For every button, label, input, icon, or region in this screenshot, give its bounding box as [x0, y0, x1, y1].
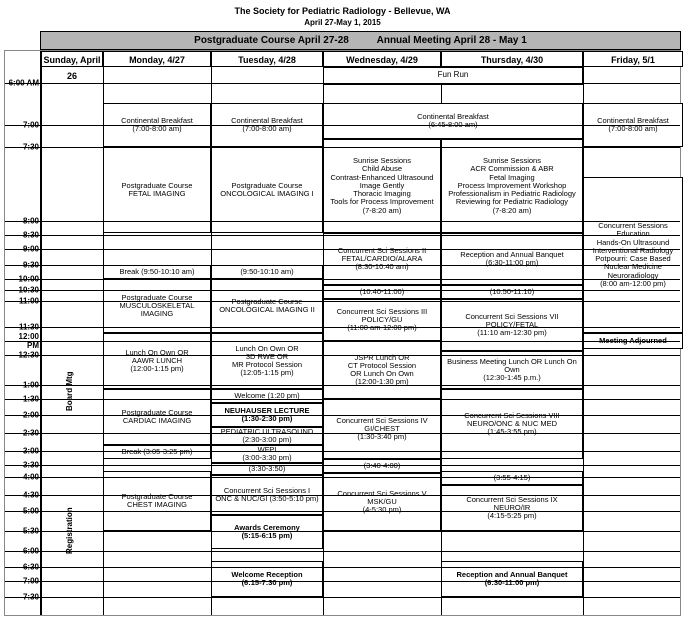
tue-pedus: PEDIATRIC ULTRASOUND(2:30-3:00 pm) [211, 427, 323, 445]
time-label: 5:00 [5, 507, 41, 516]
wed-1040: (10:40-11:00) [323, 285, 441, 299]
mon-chest: Postgraduate CourseCHEST IMAGING [103, 471, 211, 531]
time-label: 6:30 [5, 563, 41, 572]
wed-340: (3:40-4:00) [323, 459, 441, 473]
day-header-thu: Thursday, 4/30 [441, 51, 583, 67]
page-title: The Society for Pediatric Radiology - Be… [4, 4, 681, 18]
wed-jspr: JSPR Lunch ORCT Protocol SessionOR Lunch… [323, 341, 441, 399]
time-label: 7:00 [5, 577, 41, 586]
thu-sci9: Concurrent Sci Sessions IXNEURO/IR(4:15-… [441, 485, 583, 531]
time-label: 7:30 [5, 593, 41, 602]
time-label: 12:00 PM [5, 332, 41, 350]
fri-concurrent: Concurrent SessionsEducationHands-On Ult… [583, 177, 683, 333]
time-label: 6:00 AM [5, 79, 41, 88]
mon-break2: Break (3:05-3:25 pm) [103, 445, 211, 459]
day-header-tue: Tuesday, 4/28 [211, 51, 323, 67]
tue-welcome: Welcome (1:20 pm) [211, 389, 323, 403]
wed-sci2: Concurrent Sci Sessions IIFETAL/CARDIO/A… [323, 233, 441, 285]
schedule-grid: // we render these via JS below for brev… [4, 50, 681, 616]
day-header-mon: Monday, 4/27 [103, 51, 211, 67]
time-label: 10:30 [5, 286, 41, 295]
day-header-wed: Wednesday, 4/29 [323, 51, 441, 67]
time-label: 5:30 [5, 527, 41, 536]
thu-355: (3:55-4:15) [441, 471, 583, 485]
time-label: 6:00 [5, 547, 41, 556]
time-label: 8:00 [5, 217, 41, 226]
time-label: 1:30 [5, 395, 41, 404]
tue-break1: (9:50-10:10 am) [211, 265, 323, 279]
time-label: 11:00 [5, 297, 41, 306]
tue-onc2: Postgraduate CourseONCOLOGICAL IMAGING I… [211, 279, 323, 333]
wed-sci3: Concurrent Sci Sessions IIIPOLICY/GU(11:… [323, 299, 441, 341]
time-label: 12:30 [5, 351, 41, 360]
mon-cardiac: Postgraduate CourseCARDIAC IMAGING [103, 389, 211, 445]
thu-1050: (10:50-11:10) [441, 285, 583, 299]
page-subtitle: April 27-May 1, 2015 [4, 18, 681, 31]
course-banner: Postgraduate Course April 27-28 Annual M… [40, 31, 681, 50]
time-label: 2:30 [5, 429, 41, 438]
time-label: 11:30 [5, 323, 41, 332]
wed-sci5: Concurrent Sci Sessions VMSK/GU(4-5:30 p… [323, 473, 441, 531]
time-label: 9:30 [5, 261, 41, 270]
time-label: 2:00 [5, 411, 41, 420]
time-label: 9:00 [5, 245, 41, 254]
mon-msk: Postgraduate CourseMUSCULOSKELETAL IMAGI… [103, 279, 211, 333]
time-label: 4:00 [5, 473, 41, 482]
time-label: 8:30 [5, 231, 41, 240]
day-header-sun: Sunday, April 26 [41, 51, 103, 67]
time-label: 4:30 [5, 491, 41, 500]
thu-sci7: Concurrent Sci Sessions VIIPOLICY/FETAL(… [441, 299, 583, 351]
time-label: 7:00 [5, 121, 41, 130]
thu-sunrise: Sunrise SessionsACR Commission & ABRFeta… [441, 139, 583, 233]
time-label: 1:00 [5, 381, 41, 390]
time-label: 3:00 [5, 447, 41, 456]
mon-break1: Break (9:50-10:10 am) [103, 265, 211, 279]
thu-banquet1: Reception and Annual Banquet(6:30-11:00 … [441, 233, 583, 285]
tue-awards: Awards Ceremony(5:15-6:15 pm) [211, 515, 323, 549]
wed-sunrise: Sunrise SessionsChild AbuseContrast-Enha… [323, 139, 441, 233]
thu-bizlunch: Business Meeting Lunch OR Lunch On Own(1… [441, 351, 583, 389]
wed-sci4: Concurrent Sci Sessions IVGI/CHEST(1:30-… [323, 399, 441, 459]
tue-wfpi: WFPI(3:00-3:30 pm) [211, 445, 323, 463]
time-label: 3:30 [5, 461, 41, 470]
time-label: 7:30 [5, 143, 41, 152]
time-label: 10:00 [5, 275, 41, 284]
wed-thu-breakfast: Continental Breakfast(6:45-8:00 am) [323, 103, 583, 139]
day-header-fri: Friday, 5/1 [583, 51, 683, 67]
